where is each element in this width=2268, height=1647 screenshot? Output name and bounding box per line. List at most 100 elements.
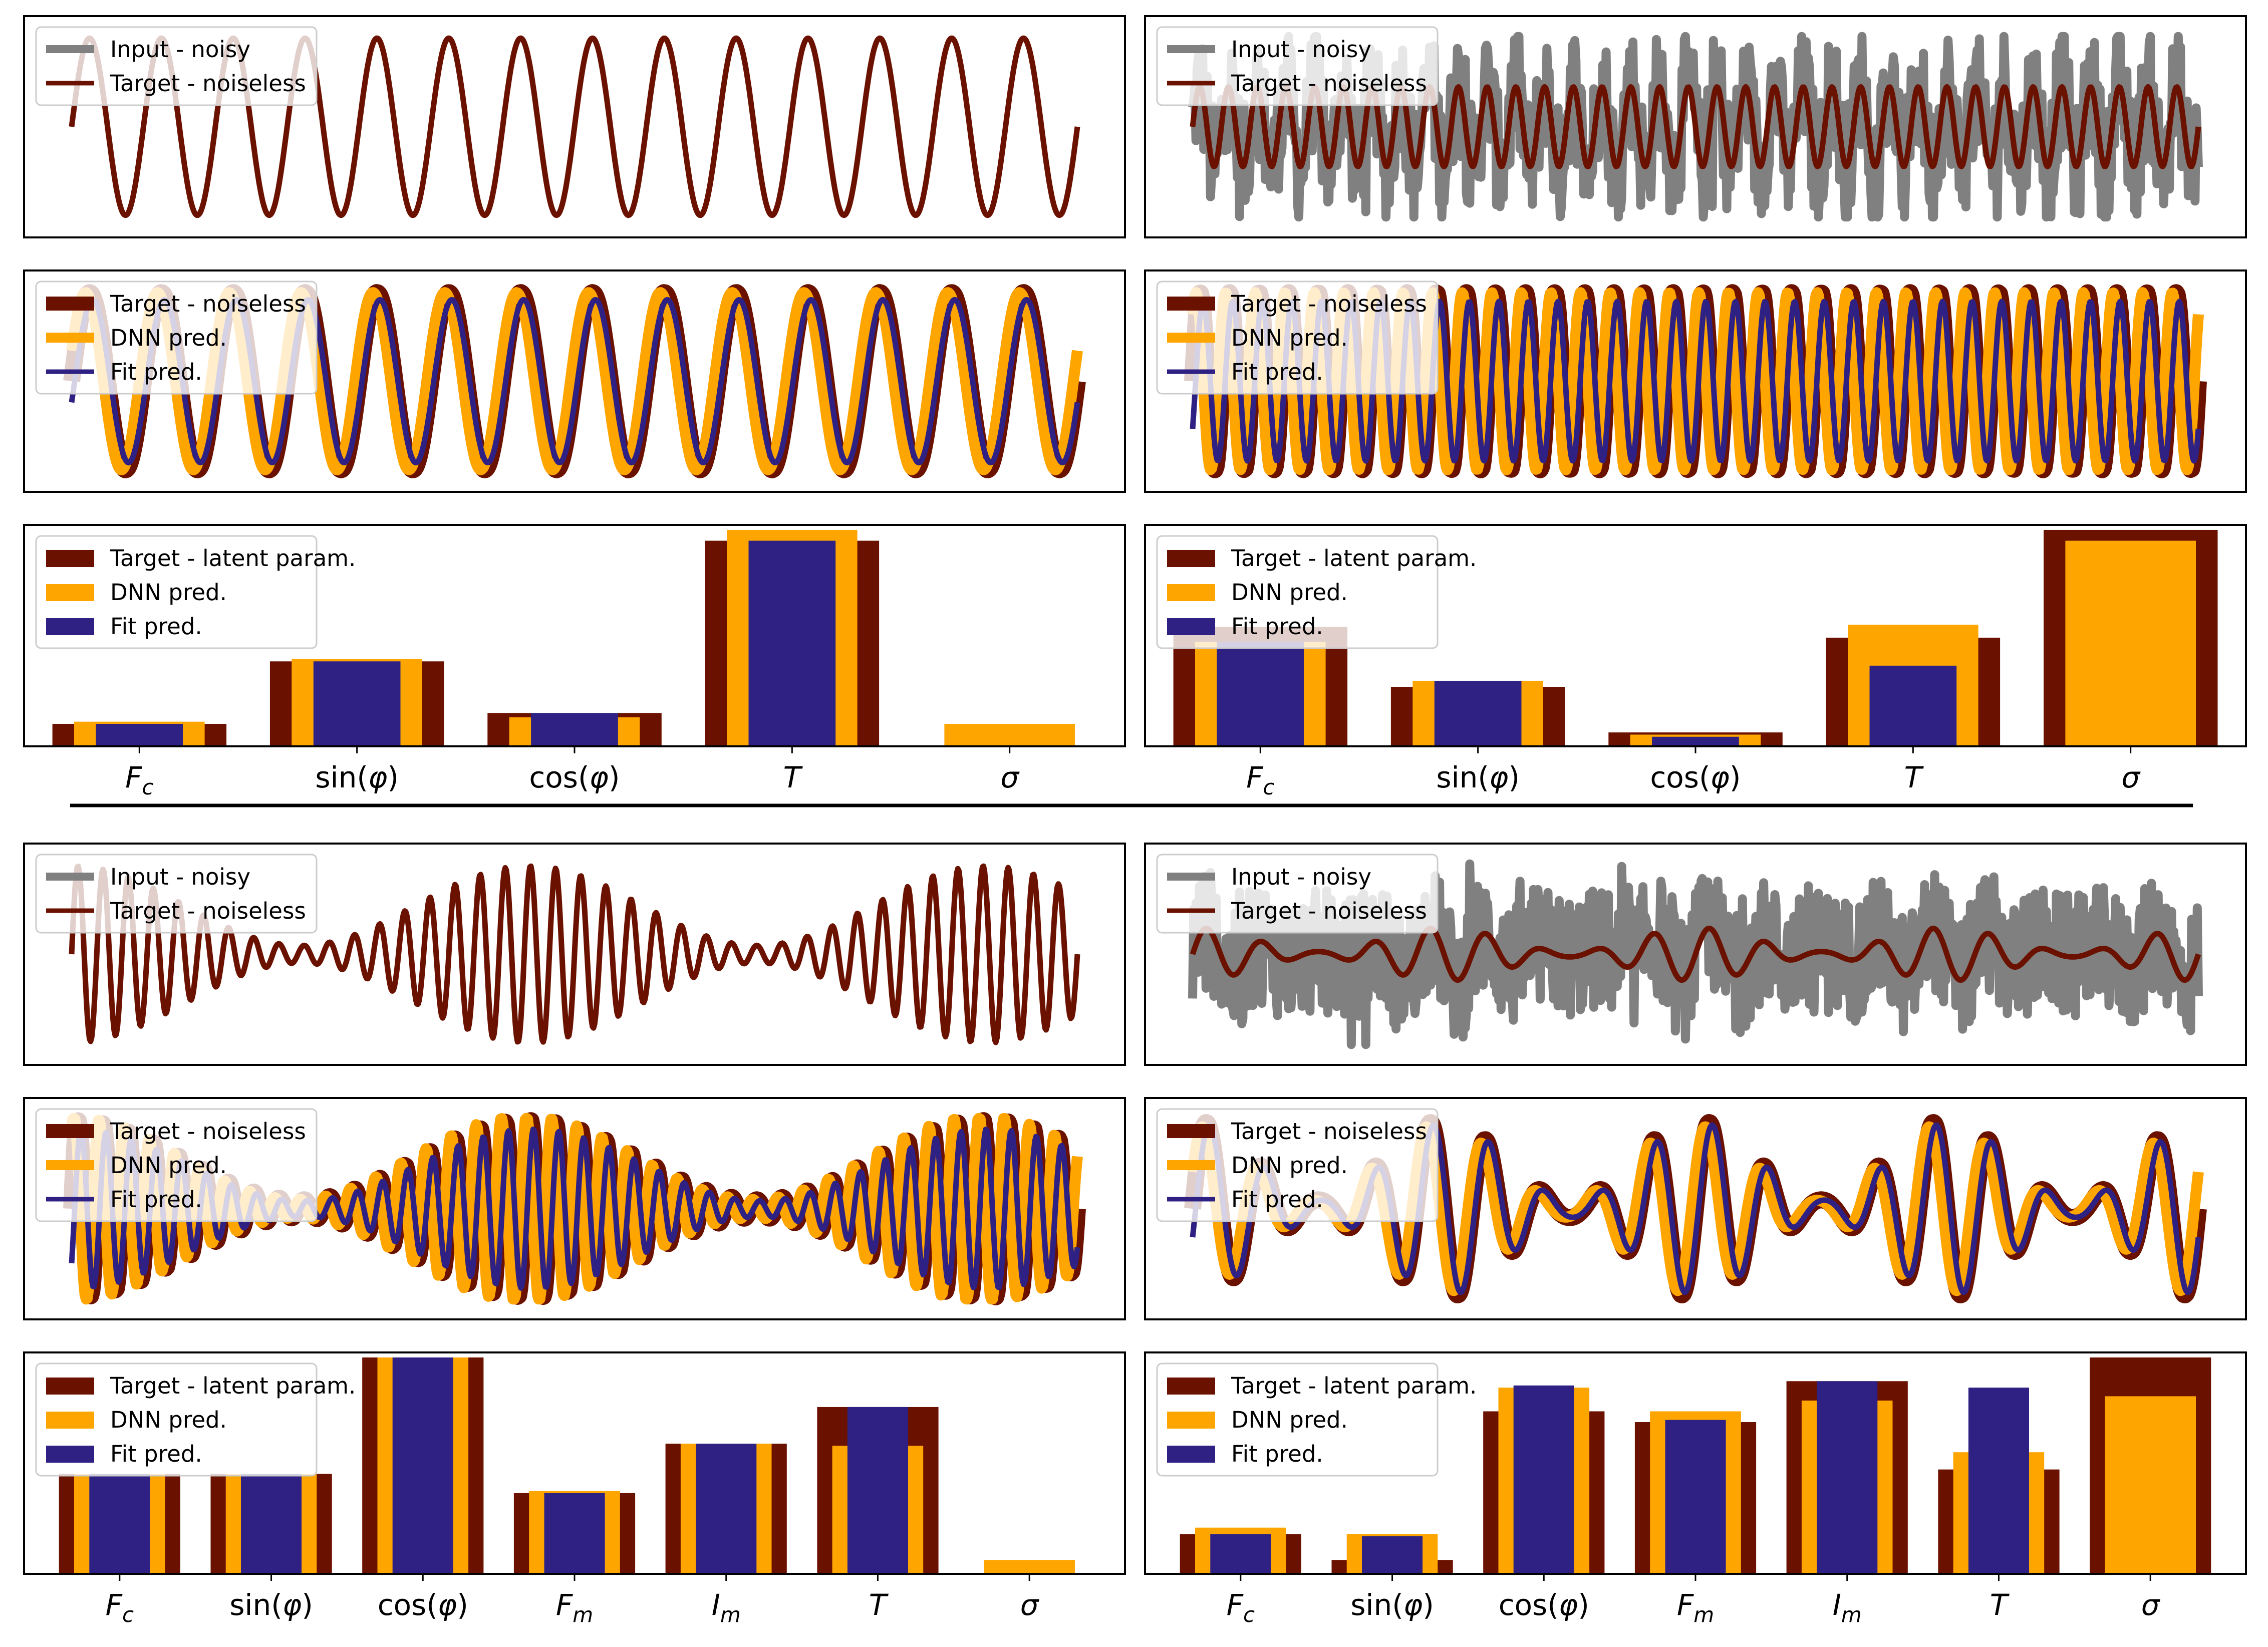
legend-label: Input - noisy [1231,864,1371,890]
series-line-1 [69,863,1080,1045]
legend-swatch [1167,1378,1215,1395]
top-right-input-legend: Input - noisy Target - noiseless [1156,26,1439,106]
bar [241,1474,302,1573]
bottom-left-params-legend: Target - latent param. DNN pred. Fit pred. [35,1362,356,1477]
bar [1217,642,1304,745]
legend-label: DNN pred. [1231,579,1348,606]
bottom-right-pred-frame [1144,1097,2247,1320]
legend-swatch [1167,1412,1215,1429]
top-right-params-legend: Target - latent param. DNN pred. Fit pred. [1156,535,1477,649]
legend-label: Fit pred. [110,613,202,640]
bottom-left-input-panel [69,863,1080,1045]
bar [1652,736,1739,745]
bar [1968,1388,2029,1573]
series-line-1 [1187,287,2204,475]
legend-label: Target - noiseless [1231,1118,1427,1145]
bar [89,1474,150,1573]
tick-label: sin(φ) [229,1588,313,1622]
bottom-right-params-frame [1144,1351,2247,1575]
legend-swatch [46,584,94,601]
tick-label: T [1904,760,1924,794]
legend-label: Target - noiseless [110,291,306,317]
top-right-pred-frame [1144,269,2247,493]
top-left-input-frame [23,15,1126,238]
legend-label: Fit pred. [1231,1186,1323,1213]
bar [531,713,618,745]
legend-label: Fit pred. [110,1186,202,1213]
legend-label: Fit pred. [110,1441,202,1467]
top-right-pred-legend: Target - noiseless DNN pred. Fit pred. [1156,281,1439,395]
legend-label: Target - latent param. [1231,1372,1477,1399]
bottom-right-input-legend: Input - noisy Target - noiseless [1156,854,1439,934]
legend-label: DNN pred. [1231,1152,1348,1179]
tick-label: Im [1833,1588,1862,1627]
bottom-right-input-frame [1144,843,2247,1066]
bar [748,540,836,745]
tick-label: Im [712,1588,741,1627]
legend-swatch [1167,550,1215,567]
legend-label: DNN pred. [1231,325,1348,351]
tick-label: cos(φ) [1499,1588,1589,1622]
tick-label: T [1990,1588,2010,1622]
tick-label: cos(φ) [1650,760,1741,794]
legend-label: Input - noisy [110,36,250,63]
legend-swatch [46,1378,94,1395]
tick-label: cos(φ) [378,1588,468,1622]
bar [1817,1381,1878,1573]
legend-label: Input - noisy [1231,36,1371,63]
bar [2065,540,2196,745]
tick-label: σ [2141,1588,2161,1622]
legend-label: Target - latent param. [1231,545,1477,572]
tick-label: Fc [1246,760,1274,799]
top-left-input-legend: Input - noisy Target - noiseless [35,26,318,106]
bar [392,1357,453,1573]
tick-label: Fc [106,1588,134,1627]
bottom-right-pred-legend: Target - noiseless DNN pred. Fit pred. [1156,1108,1439,1222]
legend-label: DNN pred. [110,579,227,606]
bar [1869,665,1957,745]
series-line-1 [1190,84,2201,170]
bar [1665,1420,1726,1573]
top-right-params-frame [1144,524,2247,747]
tick-label: σ [1000,760,1020,794]
bottom-left-pred-frame [23,1097,1126,1320]
bar [1210,1534,1271,1573]
tick-label: σ [1020,1588,1040,1622]
legend-swatch [1167,1446,1215,1463]
series-line-2 [1190,299,2201,464]
legend-swatch [1167,618,1215,635]
top-left-pred-legend: Target - noiseless DNN pred. Fit pred. [35,281,318,395]
bar [944,724,1075,745]
series-line-1 [66,1113,1083,1305]
bottom-right-input-panel [1188,859,2203,1049]
legend-label: Fit pred. [1231,1441,1323,1467]
series-line-0 [1188,859,2203,1049]
tick-label: sin(φ) [315,760,399,794]
legend-swatch [46,1412,94,1429]
top-left-params-frame [23,524,1126,747]
top-left-params-legend: Target - latent param. DNN pred. Fit pred. [35,535,356,649]
bar [1434,681,1522,745]
legend-label: DNN pred. [1231,1407,1348,1433]
legend-label: Target - noiseless [110,1118,306,1145]
bottom-left-input-legend: Input - noisy Target - noiseless [35,854,318,934]
series-line-1 [1190,925,2201,983]
legend-label: Target - noiseless [1231,291,1427,317]
legend-label: Target - latent param. [110,1372,356,1399]
legend-label: Target - noiseless [110,898,306,924]
legend-label: Input - noisy [110,864,250,890]
tick-label: Fm [1677,1588,1714,1627]
bottom-left-input-frame [23,843,1126,1066]
legend-label: DNN pred. [110,1407,227,1433]
bar [984,1560,1075,1573]
tick-label: cos(φ) [529,760,620,794]
legend-swatch [46,550,94,567]
bottom-right-params-legend: Target - latent param. DNN pred. Fit pred. [1156,1362,1477,1477]
legend-swatch [46,618,94,635]
legend-label: Target - latent param. [110,545,356,572]
bar [1362,1536,1423,1573]
